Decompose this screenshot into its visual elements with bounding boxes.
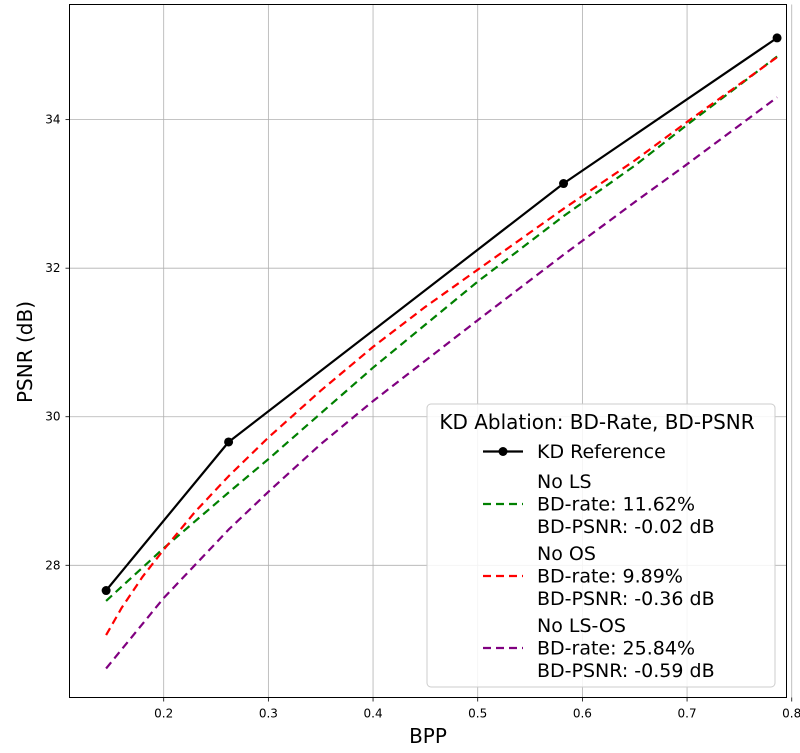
legend-label-no-ls-os: BD-PSNR: -0.59 dB [537,660,715,682]
data-point-kd-reference [772,33,782,43]
y-tick-label: 28 [45,558,60,572]
x-tick-label: 0.2 [154,707,173,721]
legend-label-no-os: BD-PSNR: -0.36 dB [537,588,715,610]
series-layer [101,33,782,670]
legend-label-kd-reference: KD Reference [537,441,666,463]
series-line-no-os [105,56,778,636]
x-axis-title: BPP [409,724,447,748]
plot-frame [69,4,787,698]
series-line-kd-reference [105,36,778,592]
y-axis-title: PSNR (dB) [13,301,37,403]
legend-label-no-os: No OS [537,543,596,565]
legend-box [426,403,776,688]
x-tick-label: 0.4 [364,707,383,721]
legend: KD Ablation: BD-Rate, BD-PSNR KD Referen… [426,403,776,688]
ticks: 0.2 0.3 0.4 0.5 0.6 0.7 0.8 28 30 32 34 [45,113,800,721]
legend-label-no-ls: BD-rate: 11.62% [537,494,695,516]
y-tick-label: 30 [45,410,60,424]
legend-label-no-ls: No LS [537,471,592,493]
x-tick-label: 0.7 [678,707,697,721]
data-point-kd-reference [101,586,111,596]
x-tick-label: 0.6 [573,707,592,721]
legend-label-no-os: BD-rate: 9.89% [537,566,683,588]
y-tick-label: 34 [45,113,60,127]
x-tick-label: 0.3 [259,707,278,721]
series-line-no-ls [105,55,778,602]
x-tick-label: 0.5 [468,707,487,721]
legend-label-no-ls: BD-PSNR: -0.02 dB [537,516,715,538]
x-tick-label: 0.8 [782,707,800,721]
legend-marker-kd-reference [498,447,508,456]
legend-label-no-ls-os: BD-rate: 25.84% [537,638,695,660]
legend-label-no-ls-os: No LS-OS [537,615,626,637]
series-line-no-ls-os [105,96,778,670]
data-point-kd-reference [224,437,234,447]
y-tick-label: 32 [45,261,60,275]
legend-title: KD Ablation: BD-Rate, BD-PSNR [439,410,754,434]
data-point-kd-reference [559,179,569,189]
